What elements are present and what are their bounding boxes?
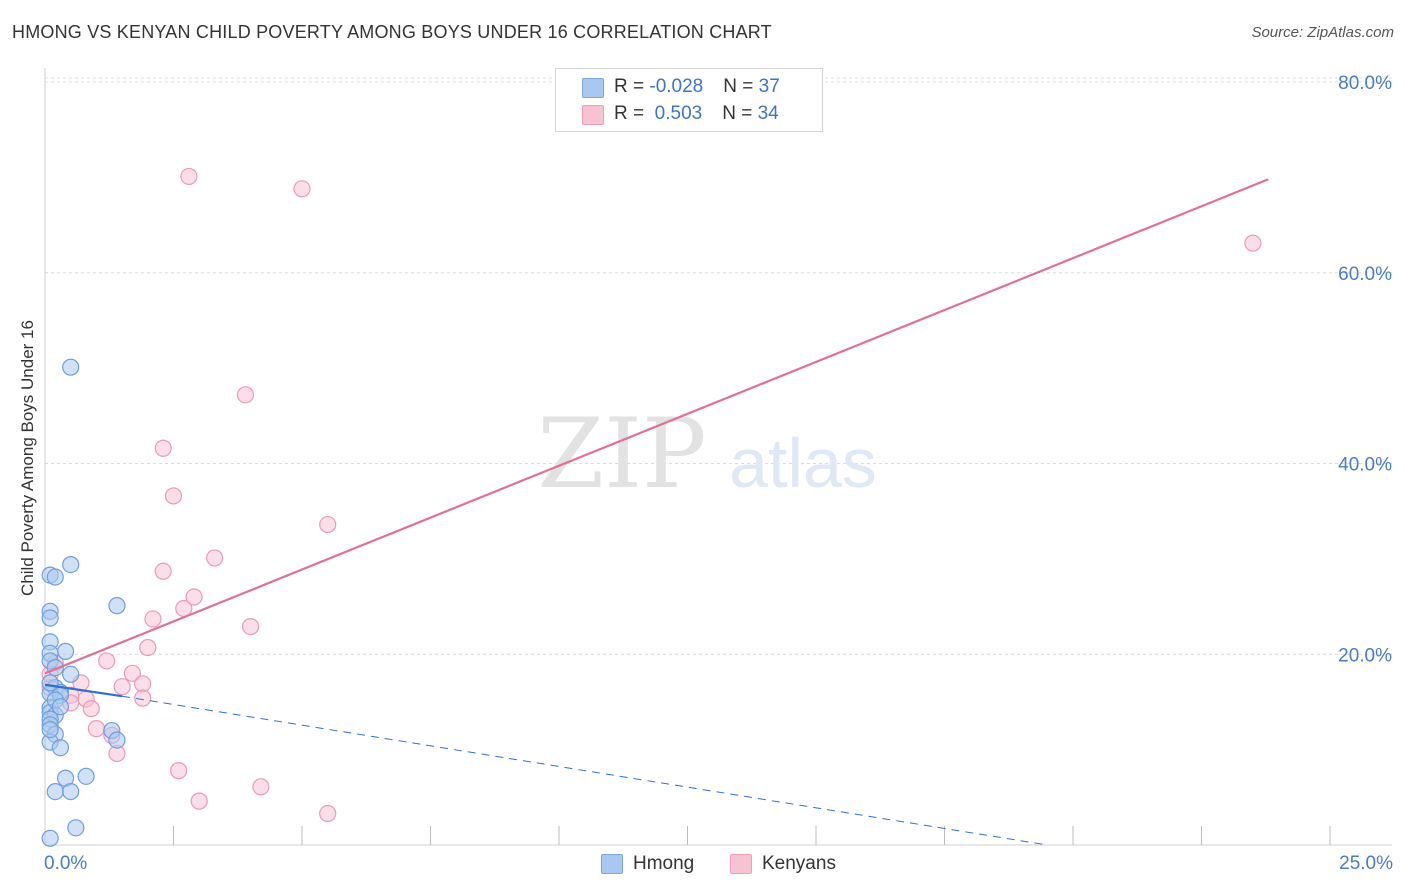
kenyan-point	[206, 549, 224, 567]
kenyan-points	[41, 167, 1262, 823]
watermark: ZIP atlas	[537, 398, 877, 510]
kenyan-point	[87, 720, 106, 738]
hmong-point	[108, 597, 126, 615]
hmong-point	[41, 674, 59, 692]
legend-kenyan-r-value: 0.503	[649, 103, 703, 124]
legend-hmong-n-label: N =	[723, 76, 759, 97]
bottom-legend-kenyans[interactable]: Kenyans	[730, 851, 836, 877]
y-tick-label: 20.0%	[1338, 645, 1392, 666]
source-label: Source: ZipAtlas.com	[1251, 24, 1394, 41]
hmong-point	[62, 665, 80, 683]
hmong-point	[46, 568, 64, 586]
legend-kenyan-text: R = 0.503 N = 34	[614, 103, 779, 125]
legend-hmong-r-value: -0.028	[649, 76, 704, 97]
legend-kenyan-r-label: R =	[614, 103, 650, 124]
legend-kenyan-n-label: N =	[722, 103, 758, 124]
trend-lines	[44, 178, 1269, 846]
kenyan-point	[170, 762, 188, 780]
hmong-point	[77, 767, 95, 785]
bottom-legend-hmong[interactable]: Hmong	[601, 851, 694, 877]
legend-hmong-n-value: 37	[758, 76, 780, 97]
kenyan-point	[319, 804, 337, 823]
legend-hmong-r-label: R =	[614, 76, 650, 97]
kenyan-legend-swatch	[730, 854, 752, 874]
kenyan-point	[190, 792, 208, 810]
chart-title: HMONG VS KENYAN CHILD POVERTY AMONG BOYS…	[12, 22, 772, 42]
hmong-point	[41, 720, 59, 739]
kenyan-point	[134, 689, 152, 707]
kenyan-point	[185, 588, 203, 606]
watermark-zip: ZIP	[537, 398, 706, 510]
kenyan-point	[319, 515, 337, 534]
kenyan-point	[139, 638, 157, 657]
kenyan-point	[180, 167, 198, 186]
hmong-point	[62, 358, 80, 376]
hmong-point	[62, 555, 80, 574]
hmong-point	[62, 782, 80, 801]
kenyan-legend-label: Kenyans	[762, 853, 836, 874]
kenyan-point	[154, 562, 172, 580]
y-tick-label: 80.0%	[1338, 73, 1392, 94]
hmong-point	[51, 698, 70, 716]
kenyan-point	[252, 778, 270, 796]
kenyan-swatch	[582, 105, 604, 125]
hmong-legend-label: Hmong	[633, 853, 695, 874]
kenyan-point	[123, 664, 141, 682]
x-tick-label-max: 25.0%	[1339, 853, 1393, 874]
watermark-atlas: atlas	[729, 424, 877, 502]
legend-hmong-text: R = -0.028 N = 37	[614, 76, 780, 98]
kenyan-point	[1244, 234, 1262, 252]
stats-legend: R = -0.028 N = 37 R = 0.503 N = 34	[555, 68, 823, 132]
hmong-point	[56, 642, 75, 660]
y-tick-label: 40.0%	[1338, 455, 1392, 476]
x-tick-label-min: 0.0%	[44, 853, 87, 874]
hmong-point	[46, 782, 64, 801]
grid-lines	[45, 77, 1392, 655]
hmong-swatch	[582, 78, 604, 98]
hmong-point	[108, 731, 126, 749]
hmong-point	[51, 739, 70, 757]
kenyan-point	[236, 386, 255, 404]
kenyan-point	[134, 675, 152, 693]
hmong-trend-extension	[122, 695, 1048, 846]
hmong-point	[41, 829, 59, 847]
hmong-point	[41, 609, 59, 627]
hmong-legend-swatch	[601, 854, 623, 874]
y-tick-label: 60.0%	[1338, 264, 1392, 285]
kenyan-point	[144, 610, 162, 628]
kenyan-point	[82, 700, 100, 718]
axes: 20.0% 40.0% 60.0% 80.0% 0.0% 25.0%	[44, 68, 1393, 874]
kenyan-point	[113, 678, 131, 696]
hmong-trend-line	[44, 683, 123, 698]
hmong-point	[67, 819, 85, 837]
kenyan-point	[154, 439, 172, 457]
kenyan-point	[98, 652, 116, 670]
y-axis-label: Child Poverty Among Boys Under 16	[18, 320, 37, 596]
kenyan-point	[164, 487, 183, 505]
kenyan-point	[242, 617, 260, 636]
legend-kenyan-n-value: 34	[757, 103, 779, 124]
kenyan-trend-line	[44, 178, 1269, 675]
hmong-points	[41, 358, 126, 847]
kenyan-point	[293, 180, 311, 198]
